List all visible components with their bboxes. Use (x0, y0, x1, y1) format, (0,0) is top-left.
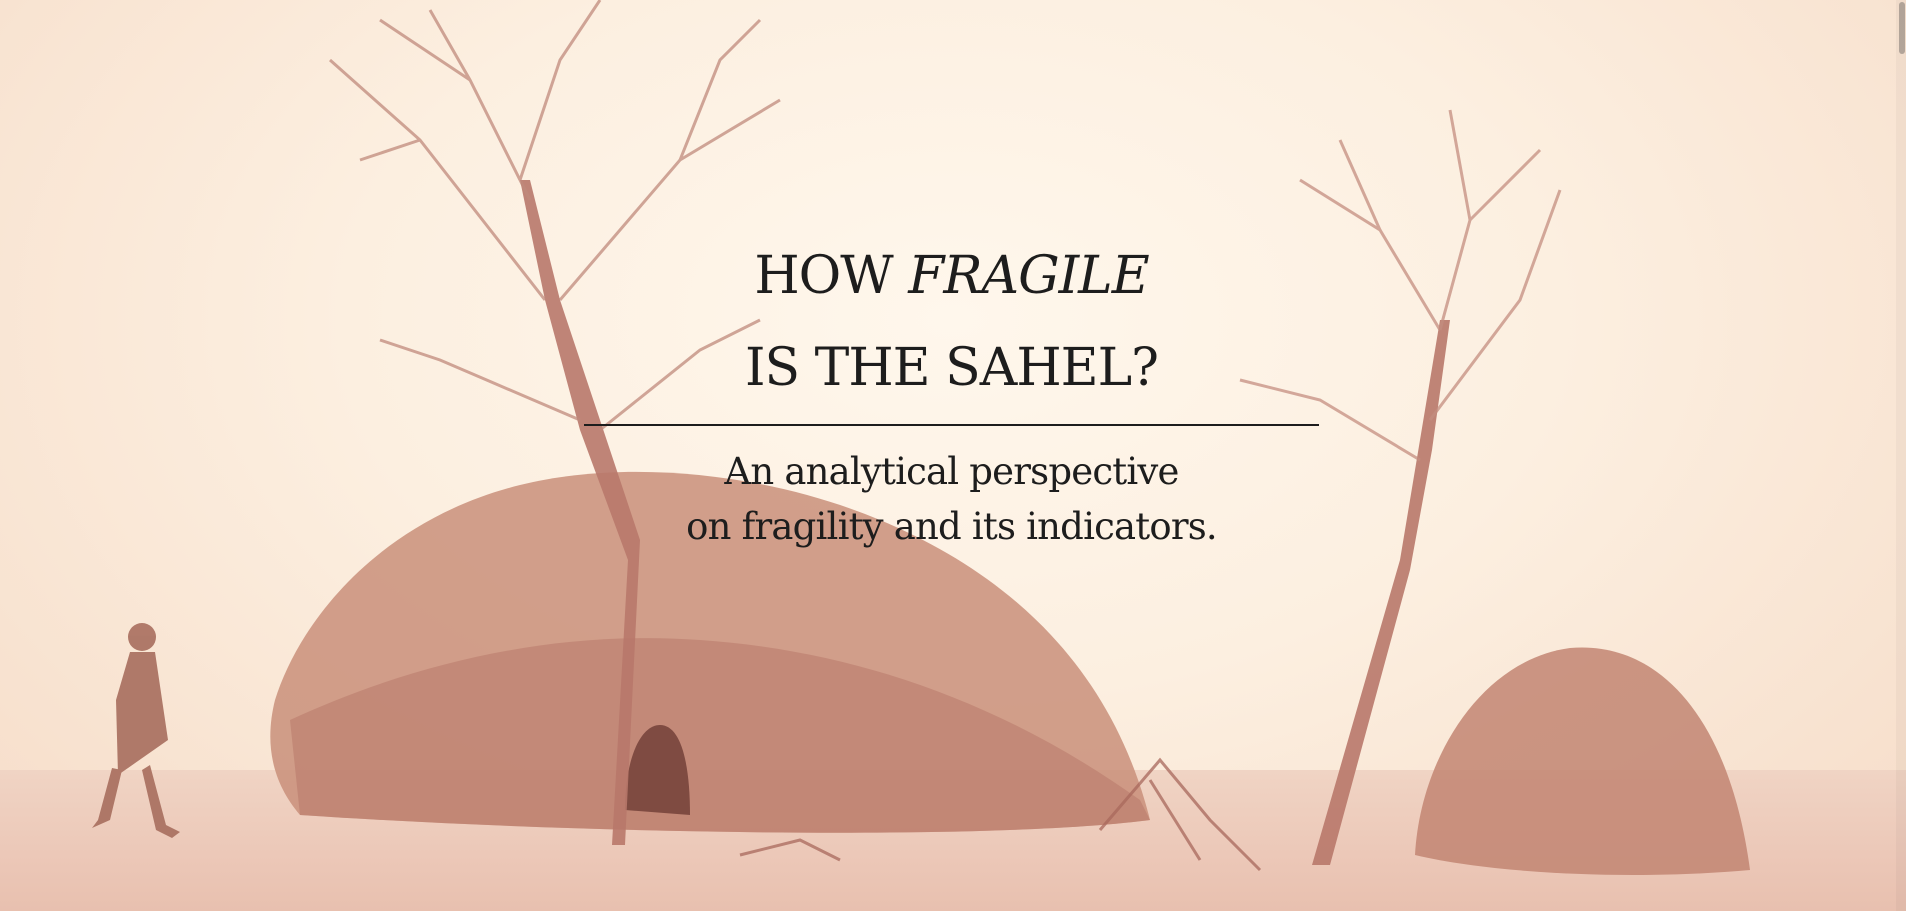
right-tree-branches (1239, 109, 1562, 462)
walking-child (92, 623, 180, 838)
left-tree-branches (329, 0, 781, 432)
hut-doorway (625, 725, 690, 815)
title-prefix: HOW (754, 246, 909, 306)
subtitle-line-2: on fragility and its indicators. (686, 505, 1218, 548)
title-emphasis: FRAGILE (908, 246, 1149, 306)
hero-title-line-1: HOW FRAGILE (583, 230, 1320, 322)
subtitle-line-1: An analytical perspective (724, 450, 1179, 493)
broken-sticks (739, 757, 1262, 872)
hero-title-block: HOW FRAGILE IS THE SAHEL? An analytical … (583, 230, 1320, 554)
large-hut-shade (290, 638, 1150, 833)
scrollbar-thumb[interactable] (1899, 2, 1905, 54)
title-divider (584, 424, 1319, 426)
left-tree-trunk (520, 180, 640, 845)
right-tree-trunk (1300, 320, 1450, 865)
small-hut (1415, 647, 1750, 875)
page-scrollbar[interactable] (1896, 0, 1906, 911)
hero-subtitle: An analytical perspective on fragility a… (583, 444, 1320, 554)
hero-title-line-2: IS THE SAHEL? (744, 338, 1159, 398)
